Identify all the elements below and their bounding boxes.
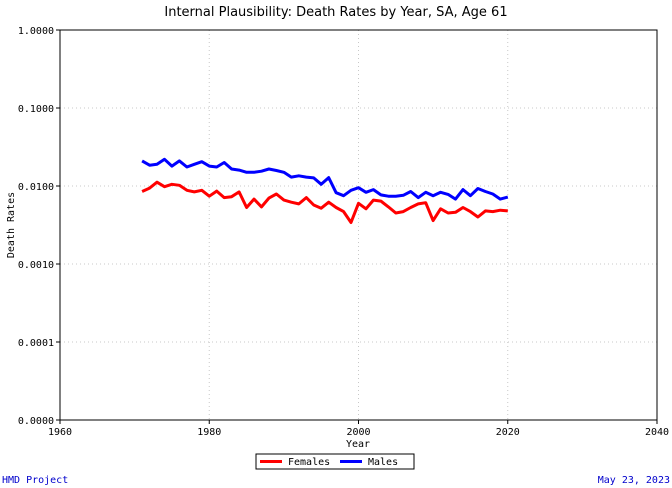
footer-source: HMD Project <box>2 475 69 486</box>
y-tick-label: 0.0010 <box>18 260 54 271</box>
chart-title: Internal Plausibility: Death Rates by Ye… <box>164 5 507 20</box>
axis-ticks: 1960 1980 2000 2020 2040 0.0000 0.0001 0.0010 0.… <box>18 26 669 438</box>
y-axis-label: Death Rates <box>6 192 17 258</box>
x-tick-label: 2000 <box>346 427 370 438</box>
x-tick-label: 2020 <box>496 427 520 438</box>
y-tick-label: 0.0100 <box>18 182 54 193</box>
y-tick-label: 0.0000 <box>18 416 54 427</box>
y-tick-label: 0.1000 <box>18 104 54 115</box>
x-tick-label: 1980 <box>197 427 221 438</box>
plot-area <box>59 29 658 421</box>
x-axis-label: Year <box>346 439 370 450</box>
x-tick-label: 1960 <box>48 427 72 438</box>
y-tick-label: 0.0001 <box>18 338 54 349</box>
x-tick-label: 2040 <box>645 427 669 438</box>
y-tick-label: 1.0000 <box>18 26 54 37</box>
series-lines <box>141 157 509 224</box>
legend-box <box>255 453 415 470</box>
series-line-males <box>141 157 509 201</box>
legend-label-males: Males <box>368 457 398 468</box>
legend-label-females: Females <box>288 457 330 468</box>
grid <box>60 30 657 420</box>
footer-date: May 23, 2023 <box>597 475 670 486</box>
legend: Females Males <box>255 453 415 470</box>
series-line-females <box>141 180 508 224</box>
